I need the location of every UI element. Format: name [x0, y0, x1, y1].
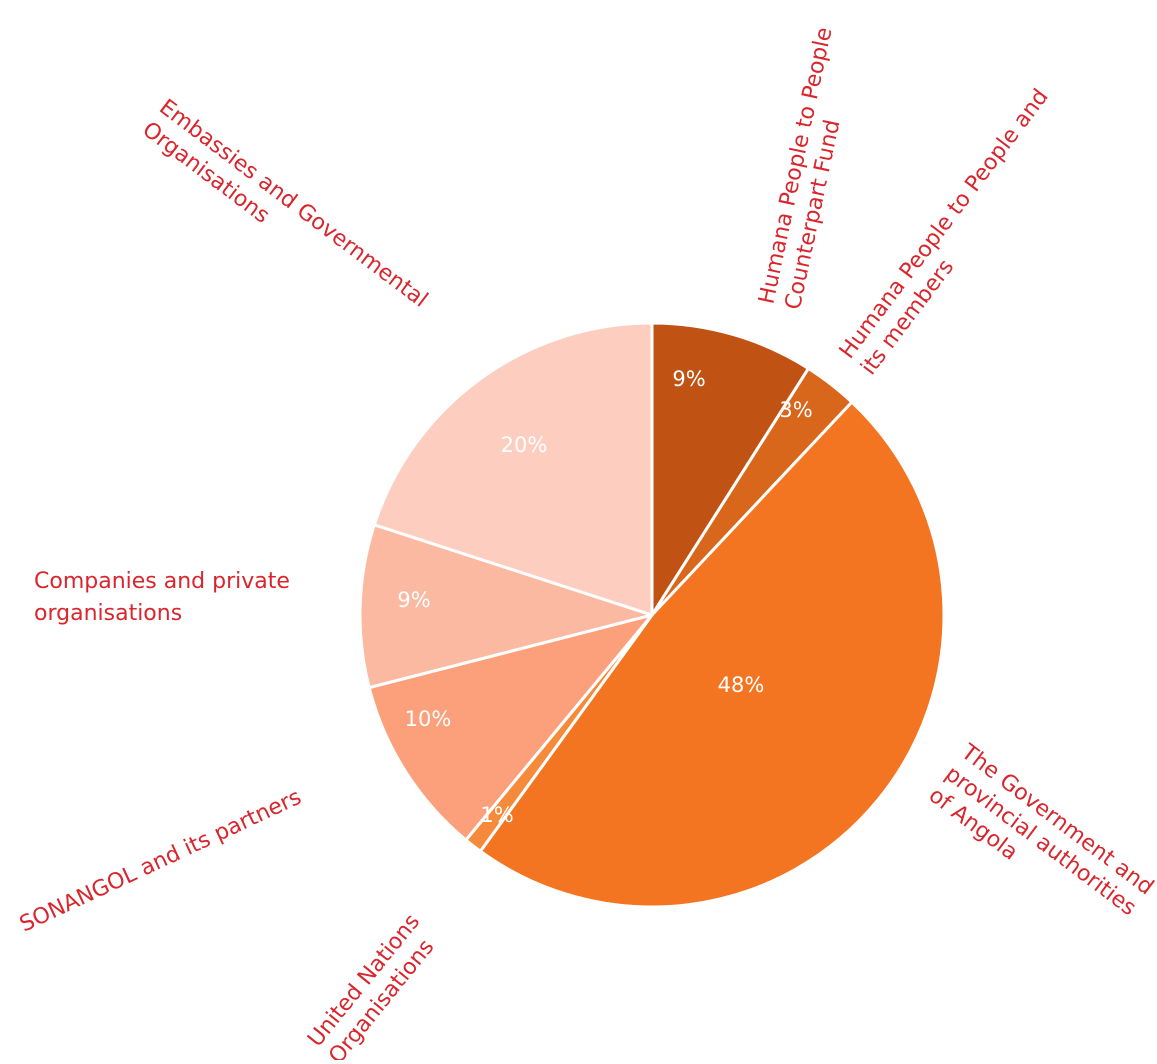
slice-percent-label: 3% [779, 398, 812, 422]
slice-percent-label: 48% [718, 673, 765, 697]
pie-slice [478, 400, 946, 909]
slice-percent-label: 10% [405, 707, 452, 731]
slice-category-label: United NationsOrganisations [303, 910, 446, 1060]
pie-percent-labels: 9% 3% 48% 1% 10% 9% 20% [397, 367, 812, 827]
pie-slices [358, 321, 946, 909]
pie-slice [358, 523, 654, 690]
pie-slice [367, 613, 654, 842]
pie-slice [372, 321, 654, 617]
slice-percent-label: 1% [480, 803, 513, 827]
slice-category-label-line: provincial authorities [940, 761, 1140, 921]
slice-category-label: Embassies and GovernmentalOrganisations [138, 95, 433, 335]
slice-percent-label: 9% [672, 367, 705, 391]
slice-percent-label: 9% [397, 588, 430, 612]
slice-category-label-line: Embassies and Governmental [154, 95, 432, 313]
slice-category-label: SONANGOL and its partners [16, 785, 305, 938]
slice-category-label: The Government andprovincial authorities… [923, 739, 1157, 943]
slice-category-label-line: organisations [34, 601, 182, 626]
slice-category-label: Companies and private organisations [34, 569, 290, 626]
slice-category-label: Humana People to PeopleCounterpart Fund [754, 25, 864, 312]
slice-percent-label: 20% [501, 433, 548, 457]
slice-category-label-line: Humana People to People and [835, 85, 1054, 364]
slice-category-label: Humana People to People andits members [835, 85, 1075, 380]
pie-slice [650, 321, 810, 617]
slice-category-label-line: SONANGOL and its partners [16, 785, 305, 938]
slice-category-label-line: Companies and private [34, 569, 290, 594]
